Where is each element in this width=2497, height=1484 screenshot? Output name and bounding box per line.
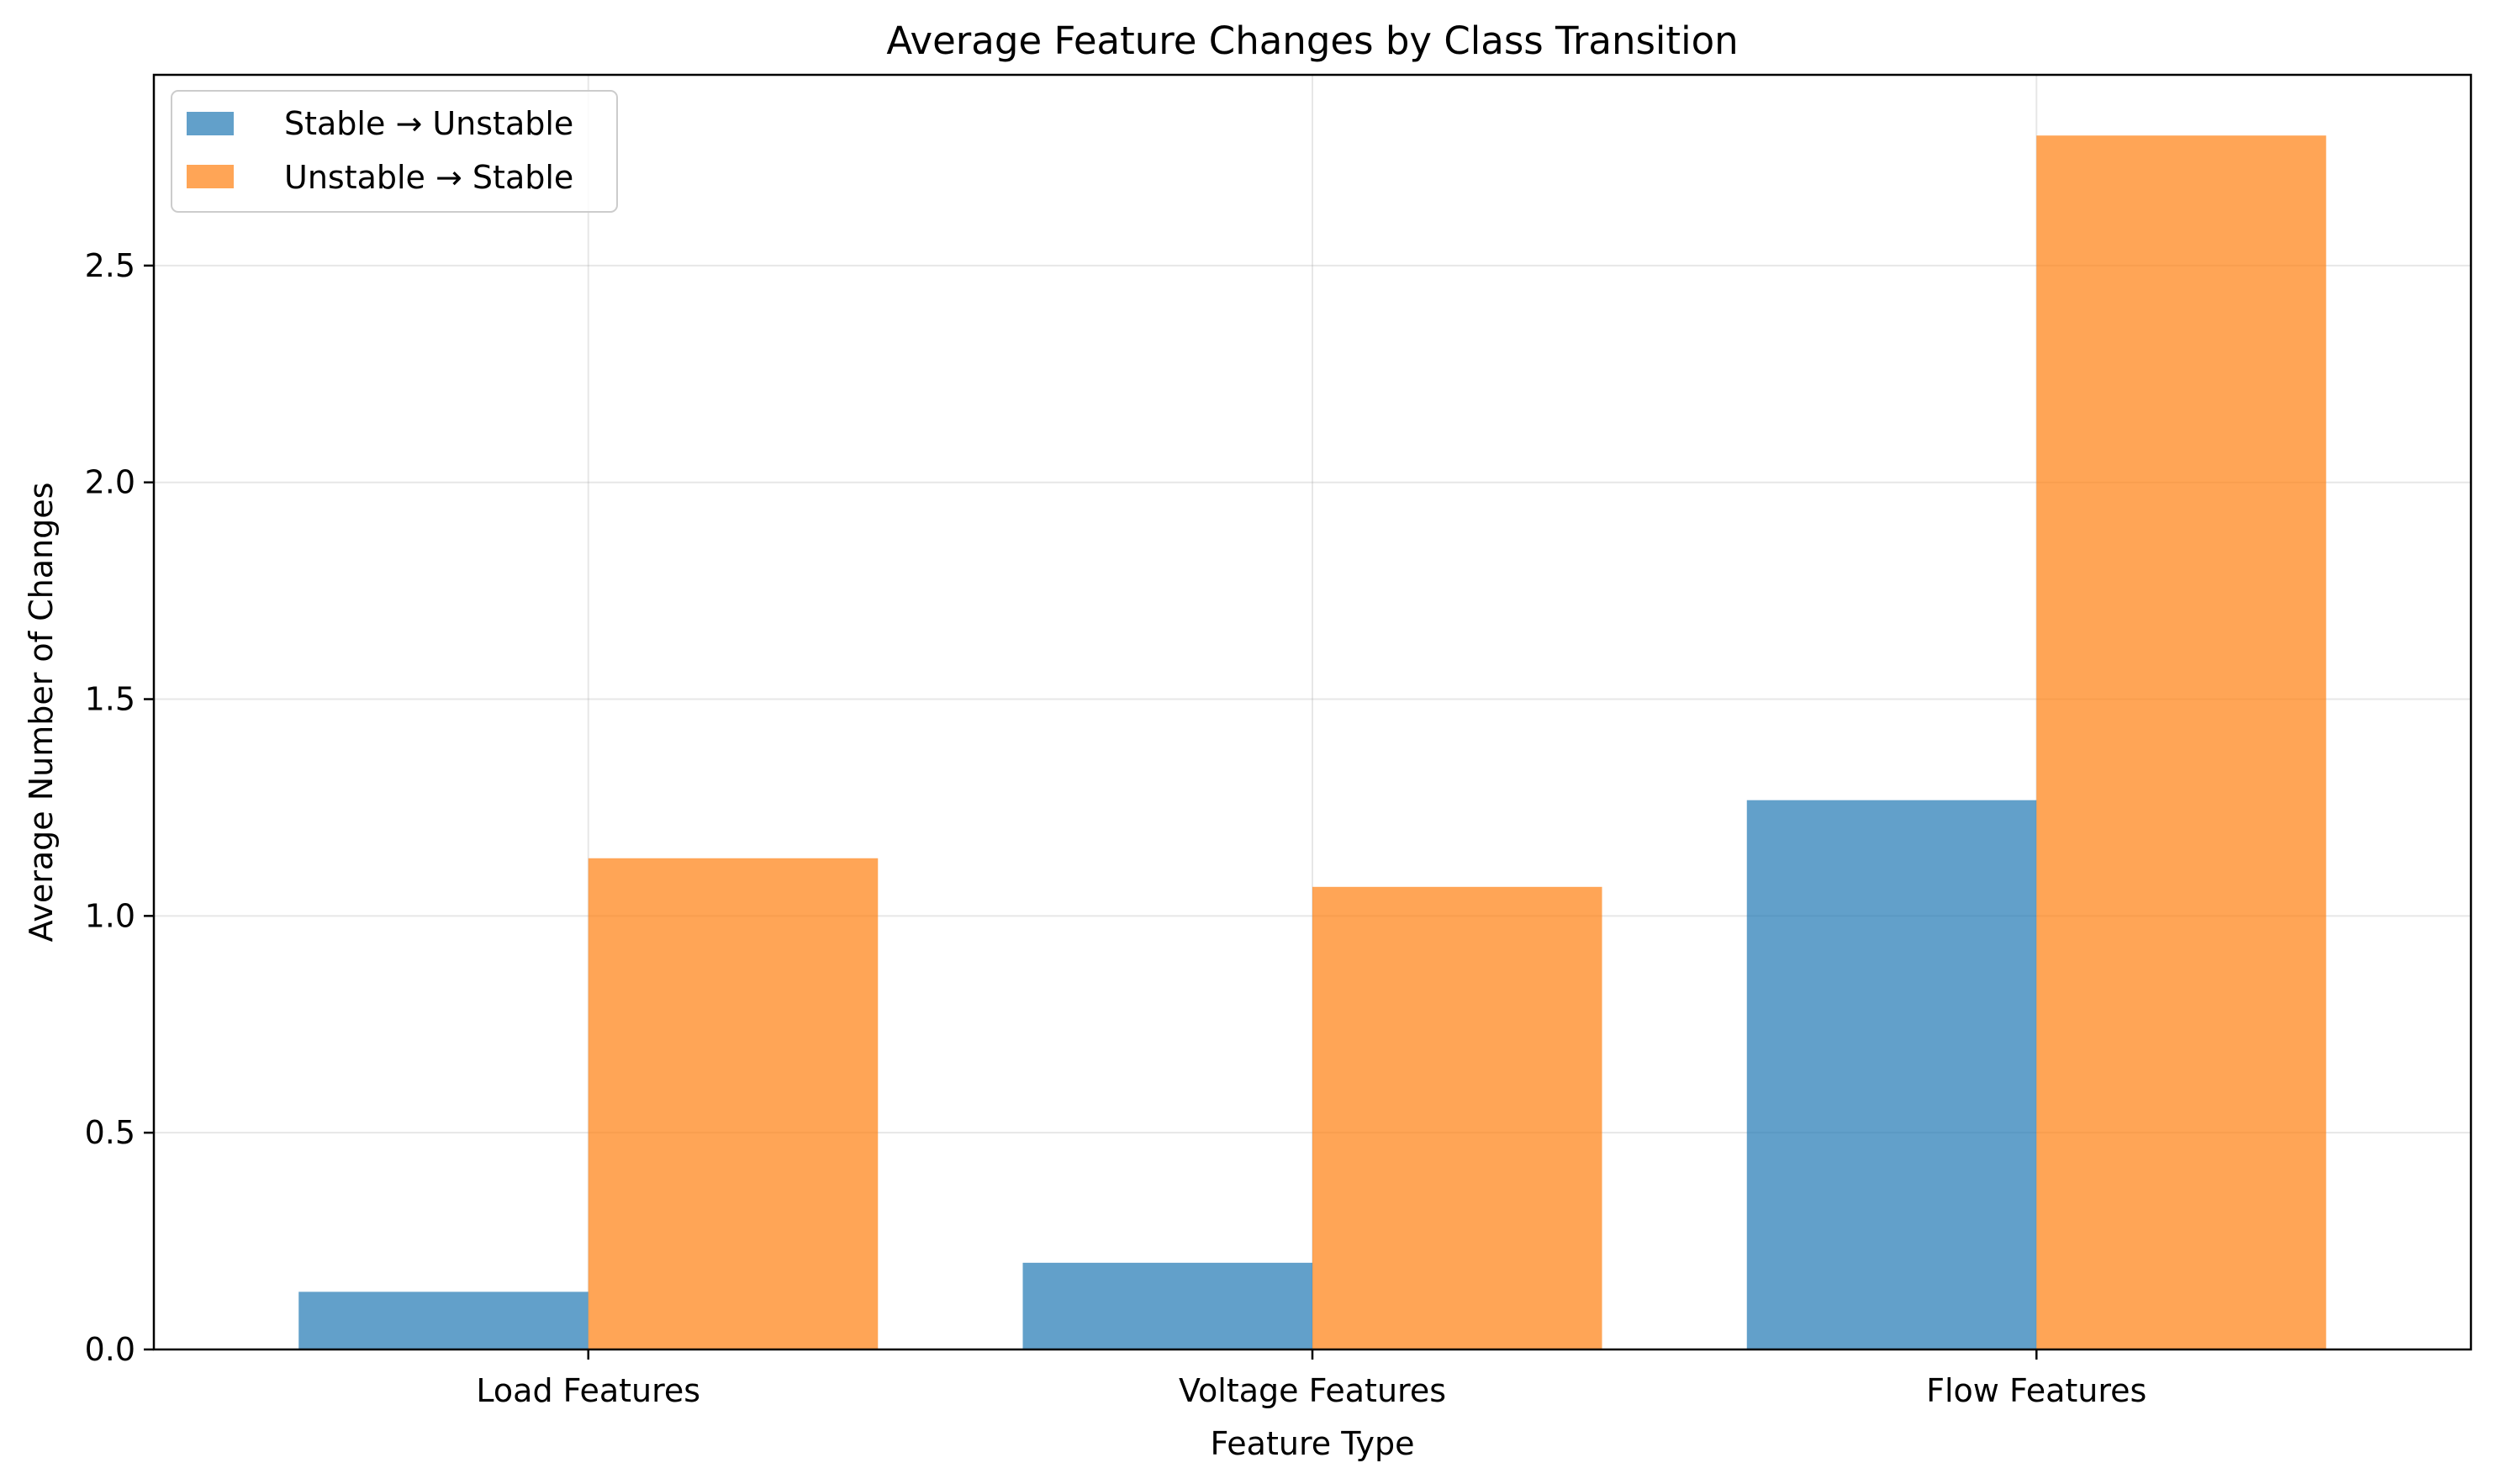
- y-axis-label: Average Number of Changes: [23, 483, 60, 943]
- legend: Stable → Unstable Unstable → Stable: [171, 90, 618, 213]
- chart-title: Average Feature Changes by Class Transit…: [886, 18, 1738, 63]
- bar-stable-unstable-voltage-features: [1022, 1262, 1312, 1349]
- x-tick-label-flow-features: Flow Features: [1926, 1372, 2146, 1409]
- tick-layer: 0.0 0.5 1.0 1.5 2.0 2.5 Load Features Voltage F…: [85, 247, 2147, 1409]
- legend-label-stable-to-unstable: Stable → Unstable: [284, 105, 573, 142]
- legend-swatch-stable-to-unstable: [187, 112, 234, 135]
- bar-unstable-stable-load-features: [588, 858, 879, 1349]
- y-tick-label: 0.5: [85, 1114, 135, 1151]
- y-tick-label: 2.5: [85, 247, 135, 284]
- y-tick-label: 2.0: [85, 464, 135, 501]
- bar-unstable-stable-voltage-features: [1312, 886, 1602, 1349]
- bar-stable-unstable-load-features: [298, 1291, 589, 1349]
- legend-box: [171, 90, 618, 213]
- bar-layer: [298, 135, 2326, 1350]
- bar-unstable-stable-flow-features: [2036, 135, 2326, 1350]
- y-tick-label: 1.0: [85, 897, 135, 934]
- bar-stable-unstable-flow-features: [1746, 800, 2037, 1349]
- x-tick-label-load-features: Load Features: [476, 1372, 700, 1409]
- x-axis-label: Feature Type: [1211, 1425, 1415, 1462]
- x-tick-label-voltage-features: Voltage Features: [1179, 1372, 1446, 1409]
- y-tick-label: 0.0: [85, 1331, 135, 1368]
- legend-label-unstable-to-stable: Unstable → Stable: [284, 159, 573, 196]
- legend-swatch-unstable-to-stable: [187, 165, 234, 188]
- y-tick-label: 1.5: [85, 681, 135, 718]
